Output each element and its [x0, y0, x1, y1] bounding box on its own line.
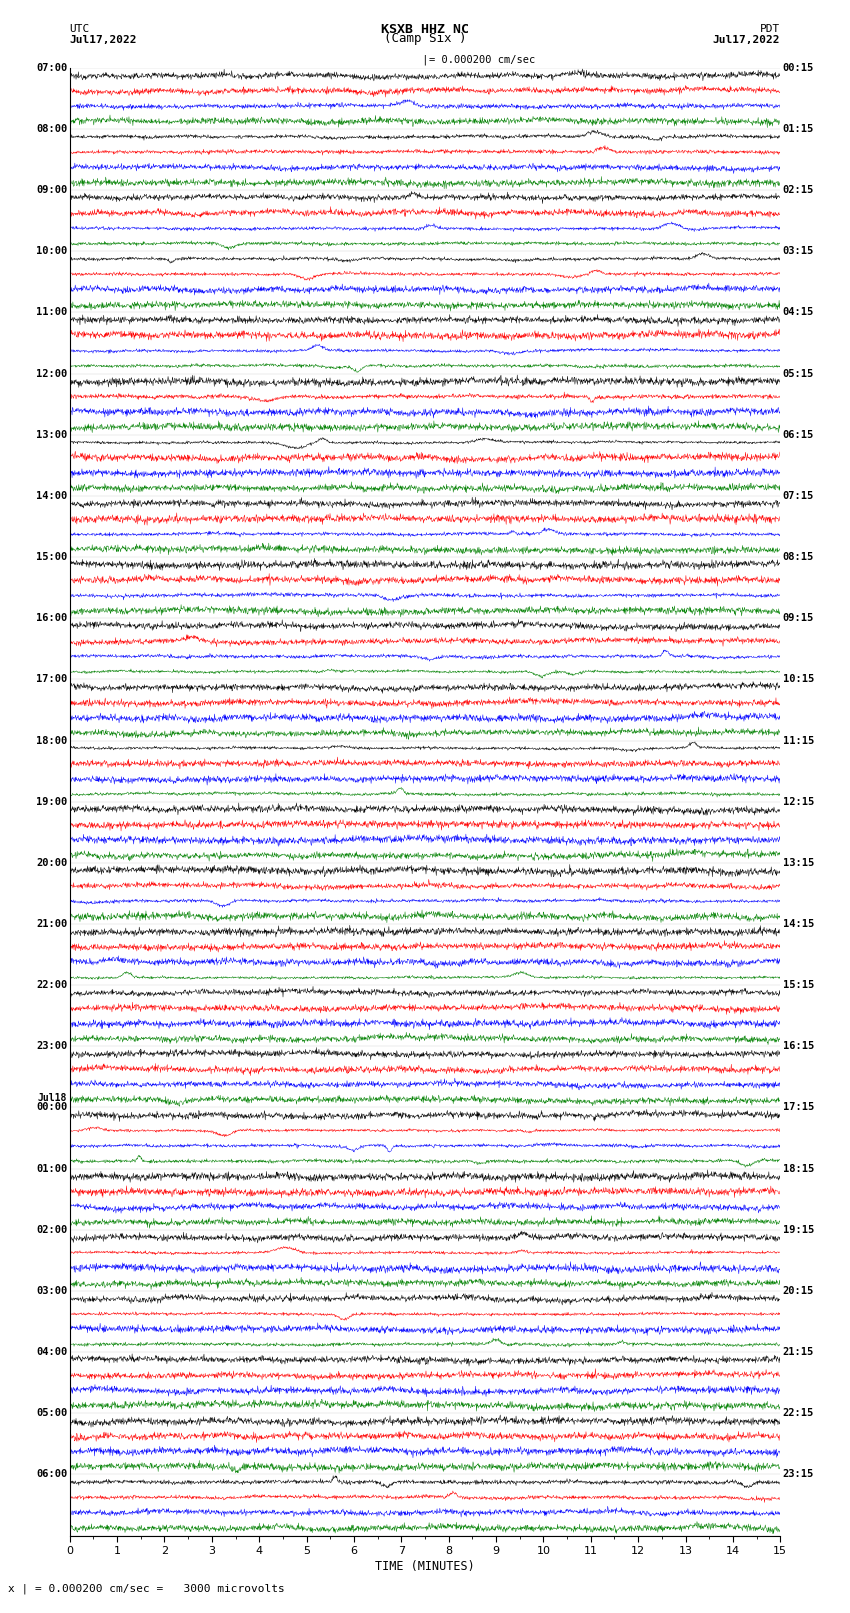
Text: 01:15: 01:15	[783, 124, 814, 134]
Text: 08:15: 08:15	[783, 552, 814, 561]
Text: 06:00: 06:00	[36, 1469, 67, 1479]
Text: 18:00: 18:00	[36, 736, 67, 745]
Text: 22:15: 22:15	[783, 1408, 814, 1418]
Text: Jul17,2022: Jul17,2022	[713, 35, 780, 45]
Text: 23:00: 23:00	[36, 1042, 67, 1052]
Text: 03:15: 03:15	[783, 247, 814, 256]
Text: 11:15: 11:15	[783, 736, 814, 745]
Text: 17:15: 17:15	[783, 1102, 814, 1113]
Text: UTC: UTC	[70, 24, 90, 34]
Text: 00:15: 00:15	[783, 63, 814, 73]
Text: 06:15: 06:15	[783, 429, 814, 440]
Text: 01:00: 01:00	[36, 1163, 67, 1174]
Text: 04:00: 04:00	[36, 1347, 67, 1357]
Text: PDT: PDT	[760, 24, 780, 34]
Text: 14:15: 14:15	[783, 919, 814, 929]
Text: 15:15: 15:15	[783, 981, 814, 990]
Text: 17:00: 17:00	[36, 674, 67, 684]
Text: KSXB HHZ NC: KSXB HHZ NC	[381, 23, 469, 37]
Text: 04:15: 04:15	[783, 308, 814, 318]
Text: 19:00: 19:00	[36, 797, 67, 806]
Text: 10:00: 10:00	[36, 247, 67, 256]
Text: 15:00: 15:00	[36, 552, 67, 561]
Text: 07:00: 07:00	[36, 63, 67, 73]
Text: 03:00: 03:00	[36, 1286, 67, 1295]
Text: Jul18: Jul18	[37, 1092, 67, 1103]
Text: Jul17,2022: Jul17,2022	[70, 35, 137, 45]
Text: 12:00: 12:00	[36, 368, 67, 379]
Text: 02:15: 02:15	[783, 185, 814, 195]
Text: 14:00: 14:00	[36, 490, 67, 502]
Text: 21:15: 21:15	[783, 1347, 814, 1357]
Text: 23:15: 23:15	[783, 1469, 814, 1479]
Text: 05:15: 05:15	[783, 368, 814, 379]
Text: 00:00: 00:00	[36, 1102, 67, 1113]
Text: 13:15: 13:15	[783, 858, 814, 868]
Text: 11:00: 11:00	[36, 308, 67, 318]
Text: 09:15: 09:15	[783, 613, 814, 623]
Text: 16:15: 16:15	[783, 1042, 814, 1052]
Text: 20:15: 20:15	[783, 1286, 814, 1295]
Text: 22:00: 22:00	[36, 981, 67, 990]
Text: 13:00: 13:00	[36, 429, 67, 440]
Text: 09:00: 09:00	[36, 185, 67, 195]
Text: 21:00: 21:00	[36, 919, 67, 929]
Text: 16:00: 16:00	[36, 613, 67, 623]
Text: 10:15: 10:15	[783, 674, 814, 684]
Text: 07:15: 07:15	[783, 490, 814, 502]
Text: (Camp Six ): (Camp Six )	[383, 32, 467, 45]
Text: |: |	[422, 55, 428, 66]
Text: 19:15: 19:15	[783, 1224, 814, 1236]
Text: 20:00: 20:00	[36, 858, 67, 868]
Text: = 0.000200 cm/sec: = 0.000200 cm/sec	[429, 55, 536, 65]
X-axis label: TIME (MINUTES): TIME (MINUTES)	[375, 1560, 475, 1573]
Text: 02:00: 02:00	[36, 1224, 67, 1236]
Text: 05:00: 05:00	[36, 1408, 67, 1418]
Text: 12:15: 12:15	[783, 797, 814, 806]
Text: x | = 0.000200 cm/sec =   3000 microvolts: x | = 0.000200 cm/sec = 3000 microvolts	[8, 1582, 286, 1594]
Text: 08:00: 08:00	[36, 124, 67, 134]
Text: 18:15: 18:15	[783, 1163, 814, 1174]
